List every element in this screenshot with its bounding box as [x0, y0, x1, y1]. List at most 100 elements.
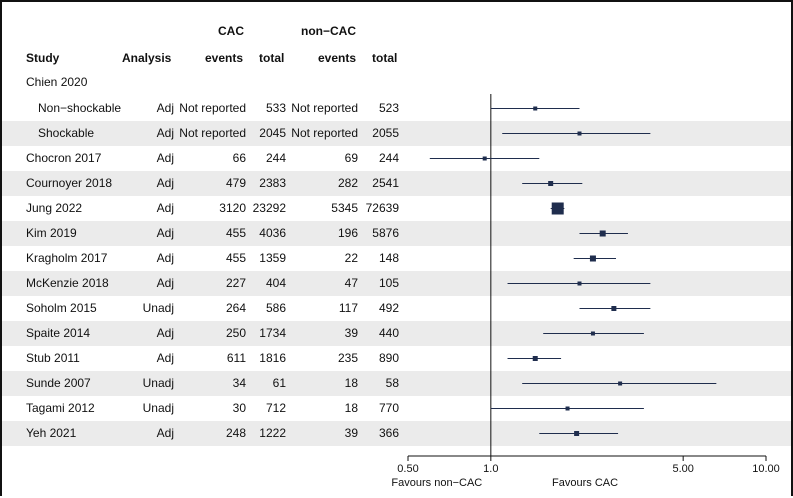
noncac-total-cell: 770 — [378, 401, 399, 415]
cac-events-cell: 34 — [232, 376, 246, 390]
noncac-events-cell: Not reported — [291, 126, 358, 140]
noncac-total-cell: 58 — [385, 376, 399, 390]
analysis-cell: Adj — [156, 126, 174, 140]
cac-total-cell: 1816 — [259, 351, 286, 365]
noncac-group-header: non−CAC — [301, 24, 356, 38]
noncac-total-cell: 440 — [378, 326, 399, 340]
analysis-cell: Adj — [156, 426, 174, 440]
point-estimate — [599, 230, 606, 237]
analysis-column-header: Analysis — [122, 51, 172, 65]
cac-total-cell: 1359 — [259, 251, 286, 265]
table-row: Kim 2019 Adj 455 4036 196 5876 — [2, 221, 791, 246]
analysis-cell: Adj — [156, 251, 174, 265]
noncac-total-cell: 366 — [378, 426, 399, 440]
analysis-cell: Adj — [156, 101, 174, 115]
cac-events-cell: 30 — [232, 401, 246, 415]
noncac-total-cell: 2541 — [372, 176, 399, 190]
noncac-events-cell: 69 — [344, 151, 358, 165]
analysis-cell: Adj — [156, 351, 174, 365]
noncac-total-cell: 492 — [378, 301, 399, 315]
noncac-total-cell: 72639 — [365, 201, 399, 215]
noncac-events-cell: Not reported — [291, 101, 358, 115]
cac-total-cell: 404 — [265, 276, 286, 290]
x-tick-label: 5.00 — [672, 463, 694, 475]
table-row: Cournoyer 2018 Adj 479 2383 282 2541 — [2, 171, 791, 196]
cac-events-cell: 248 — [225, 426, 246, 440]
table-row: Soholm 2015 Unadj 264 586 117 492 — [2, 296, 791, 321]
cac-events-cell: Not reported — [179, 101, 246, 115]
cac-events-column-header: events — [205, 51, 244, 65]
study-name: Kragholm 2017 — [26, 251, 108, 265]
point-estimate — [551, 202, 564, 215]
point-estimate — [565, 406, 570, 411]
cac-events-cell: 479 — [225, 176, 246, 190]
cac-events-cell: 455 — [225, 226, 246, 240]
cac-total-cell: 23292 — [252, 201, 286, 215]
x-tick-label: 1.0 — [483, 463, 499, 475]
table-row: Non−shockable Adj Not reported 533 Not repor… — [2, 96, 791, 121]
noncac-total-cell: 244 — [378, 151, 399, 165]
study-name: Kim 2019 — [26, 226, 77, 240]
point-estimate — [589, 255, 596, 262]
study-name: Sunde 2007 — [26, 376, 91, 390]
table-row: Tagami 2012 Unadj 30 712 18 770 — [2, 396, 791, 421]
cac-total-cell: 244 — [265, 151, 286, 165]
point-estimate — [577, 281, 582, 286]
noncac-events-cell: 18 — [344, 401, 358, 415]
study-name: Non−shockable — [38, 101, 122, 115]
favours-right-label: Favours CAC — [552, 477, 619, 489]
cac-total-cell: 1734 — [259, 326, 286, 340]
cac-events-cell: 66 — [232, 151, 246, 165]
noncac-events-cell: 47 — [344, 276, 358, 290]
noncac-total-cell: 148 — [378, 251, 399, 265]
analysis-cell: Adj — [156, 276, 174, 290]
analysis-cell: Adj — [156, 326, 174, 340]
noncac-events-cell: 196 — [337, 226, 358, 240]
point-estimate — [611, 306, 617, 311]
analysis-cell: Adj — [156, 226, 174, 240]
cac-total-cell: 2045 — [259, 126, 286, 140]
study-column-header: Study — [26, 51, 60, 65]
cac-total-cell: 61 — [272, 376, 286, 390]
noncac-total-column-header: total — [372, 51, 398, 65]
noncac-total-cell: 523 — [378, 101, 399, 115]
point-estimate — [482, 156, 487, 161]
table-row: Yeh 2021 Adj 248 1222 39 366 — [2, 421, 791, 446]
cac-events-cell: 455 — [225, 251, 246, 265]
noncac-events-cell: 39 — [344, 326, 358, 340]
study-name: Shockable — [38, 126, 95, 140]
noncac-events-cell: 282 — [337, 176, 358, 190]
noncac-events-cell: 235 — [337, 351, 358, 365]
study-name: Soholm 2015 — [26, 301, 97, 315]
cac-group-header: CAC — [218, 24, 244, 38]
noncac-events-cell: 18 — [344, 376, 358, 390]
cac-total-column-header: total — [259, 51, 285, 65]
noncac-events-cell: 5345 — [331, 201, 358, 215]
cac-events-cell: 611 — [226, 351, 246, 365]
cac-events-cell: 227 — [225, 276, 246, 290]
cac-total-cell: 533 — [265, 101, 286, 115]
analysis-cell: Unadj — [142, 401, 174, 415]
table-row: Stub 2011 Adj 611 1816 235 890 — [2, 346, 791, 371]
point-estimate — [574, 431, 580, 436]
analysis-cell: Adj — [156, 201, 174, 215]
cac-events-cell: Not reported — [179, 126, 246, 140]
cac-events-cell: 3120 — [219, 201, 246, 215]
x-tick-label: 10.00 — [752, 463, 780, 475]
table-row: McKenzie 2018 Adj 227 404 47 105 — [2, 271, 791, 296]
study-name: Tagami 2012 — [26, 401, 95, 415]
study-name: Jung 2022 — [26, 201, 83, 215]
point-estimate — [532, 356, 538, 361]
table-row: Spaite 2014 Adj 250 1734 39 440 — [2, 321, 791, 346]
study-name: Cournoyer 2018 — [26, 176, 113, 190]
point-estimate — [548, 181, 554, 186]
cac-total-cell: 4036 — [259, 226, 286, 240]
analysis-cell: Unadj — [142, 376, 174, 390]
group-label: Chien 2020 — [26, 75, 88, 89]
table-row: Chocron 2017 Adj 66 244 69 244 — [2, 146, 791, 171]
cac-total-cell: 1222 — [259, 426, 286, 440]
cac-total-cell: 586 — [265, 301, 286, 315]
noncac-total-cell: 105 — [378, 276, 399, 290]
table-row: Kragholm 2017 Adj 455 1359 22 148 — [2, 246, 791, 271]
